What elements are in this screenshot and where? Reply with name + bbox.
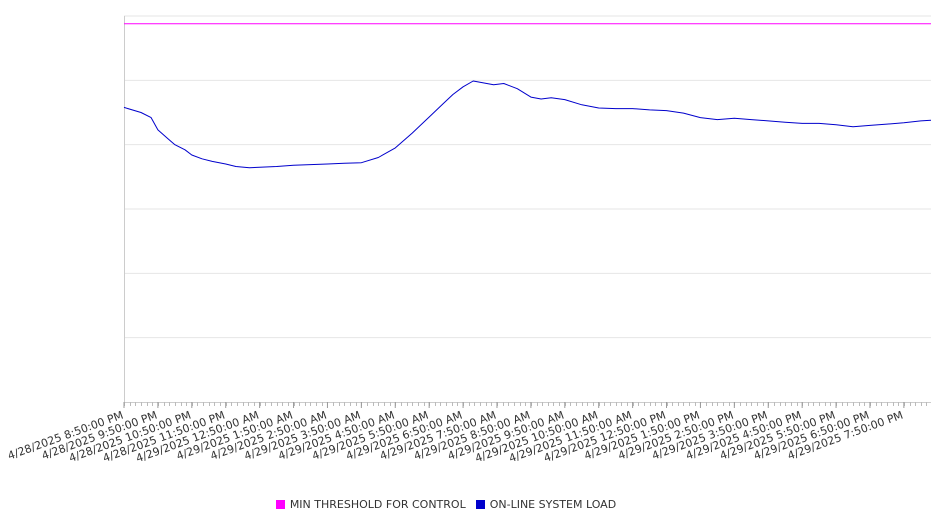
legend-label-min-threshold: MIN THRESHOLD FOR CONTROL [289, 498, 466, 511]
legend-label-system-load: ON-LINE SYSTEM LOAD [489, 498, 617, 511]
legend-swatch-system-load [475, 500, 485, 509]
legend: MIN THRESHOLD FOR CONTROL ON-LINE SYSTEM… [0, 498, 892, 511]
series-line-system-load [123, 80, 932, 169]
legend-swatch-min-threshold [275, 500, 285, 509]
legend-item-system-load[interactable]: ON-LINE SYSTEM LOAD [475, 498, 617, 511]
legend-item-min-threshold[interactable]: MIN THRESHOLD FOR CONTROL [275, 498, 466, 511]
